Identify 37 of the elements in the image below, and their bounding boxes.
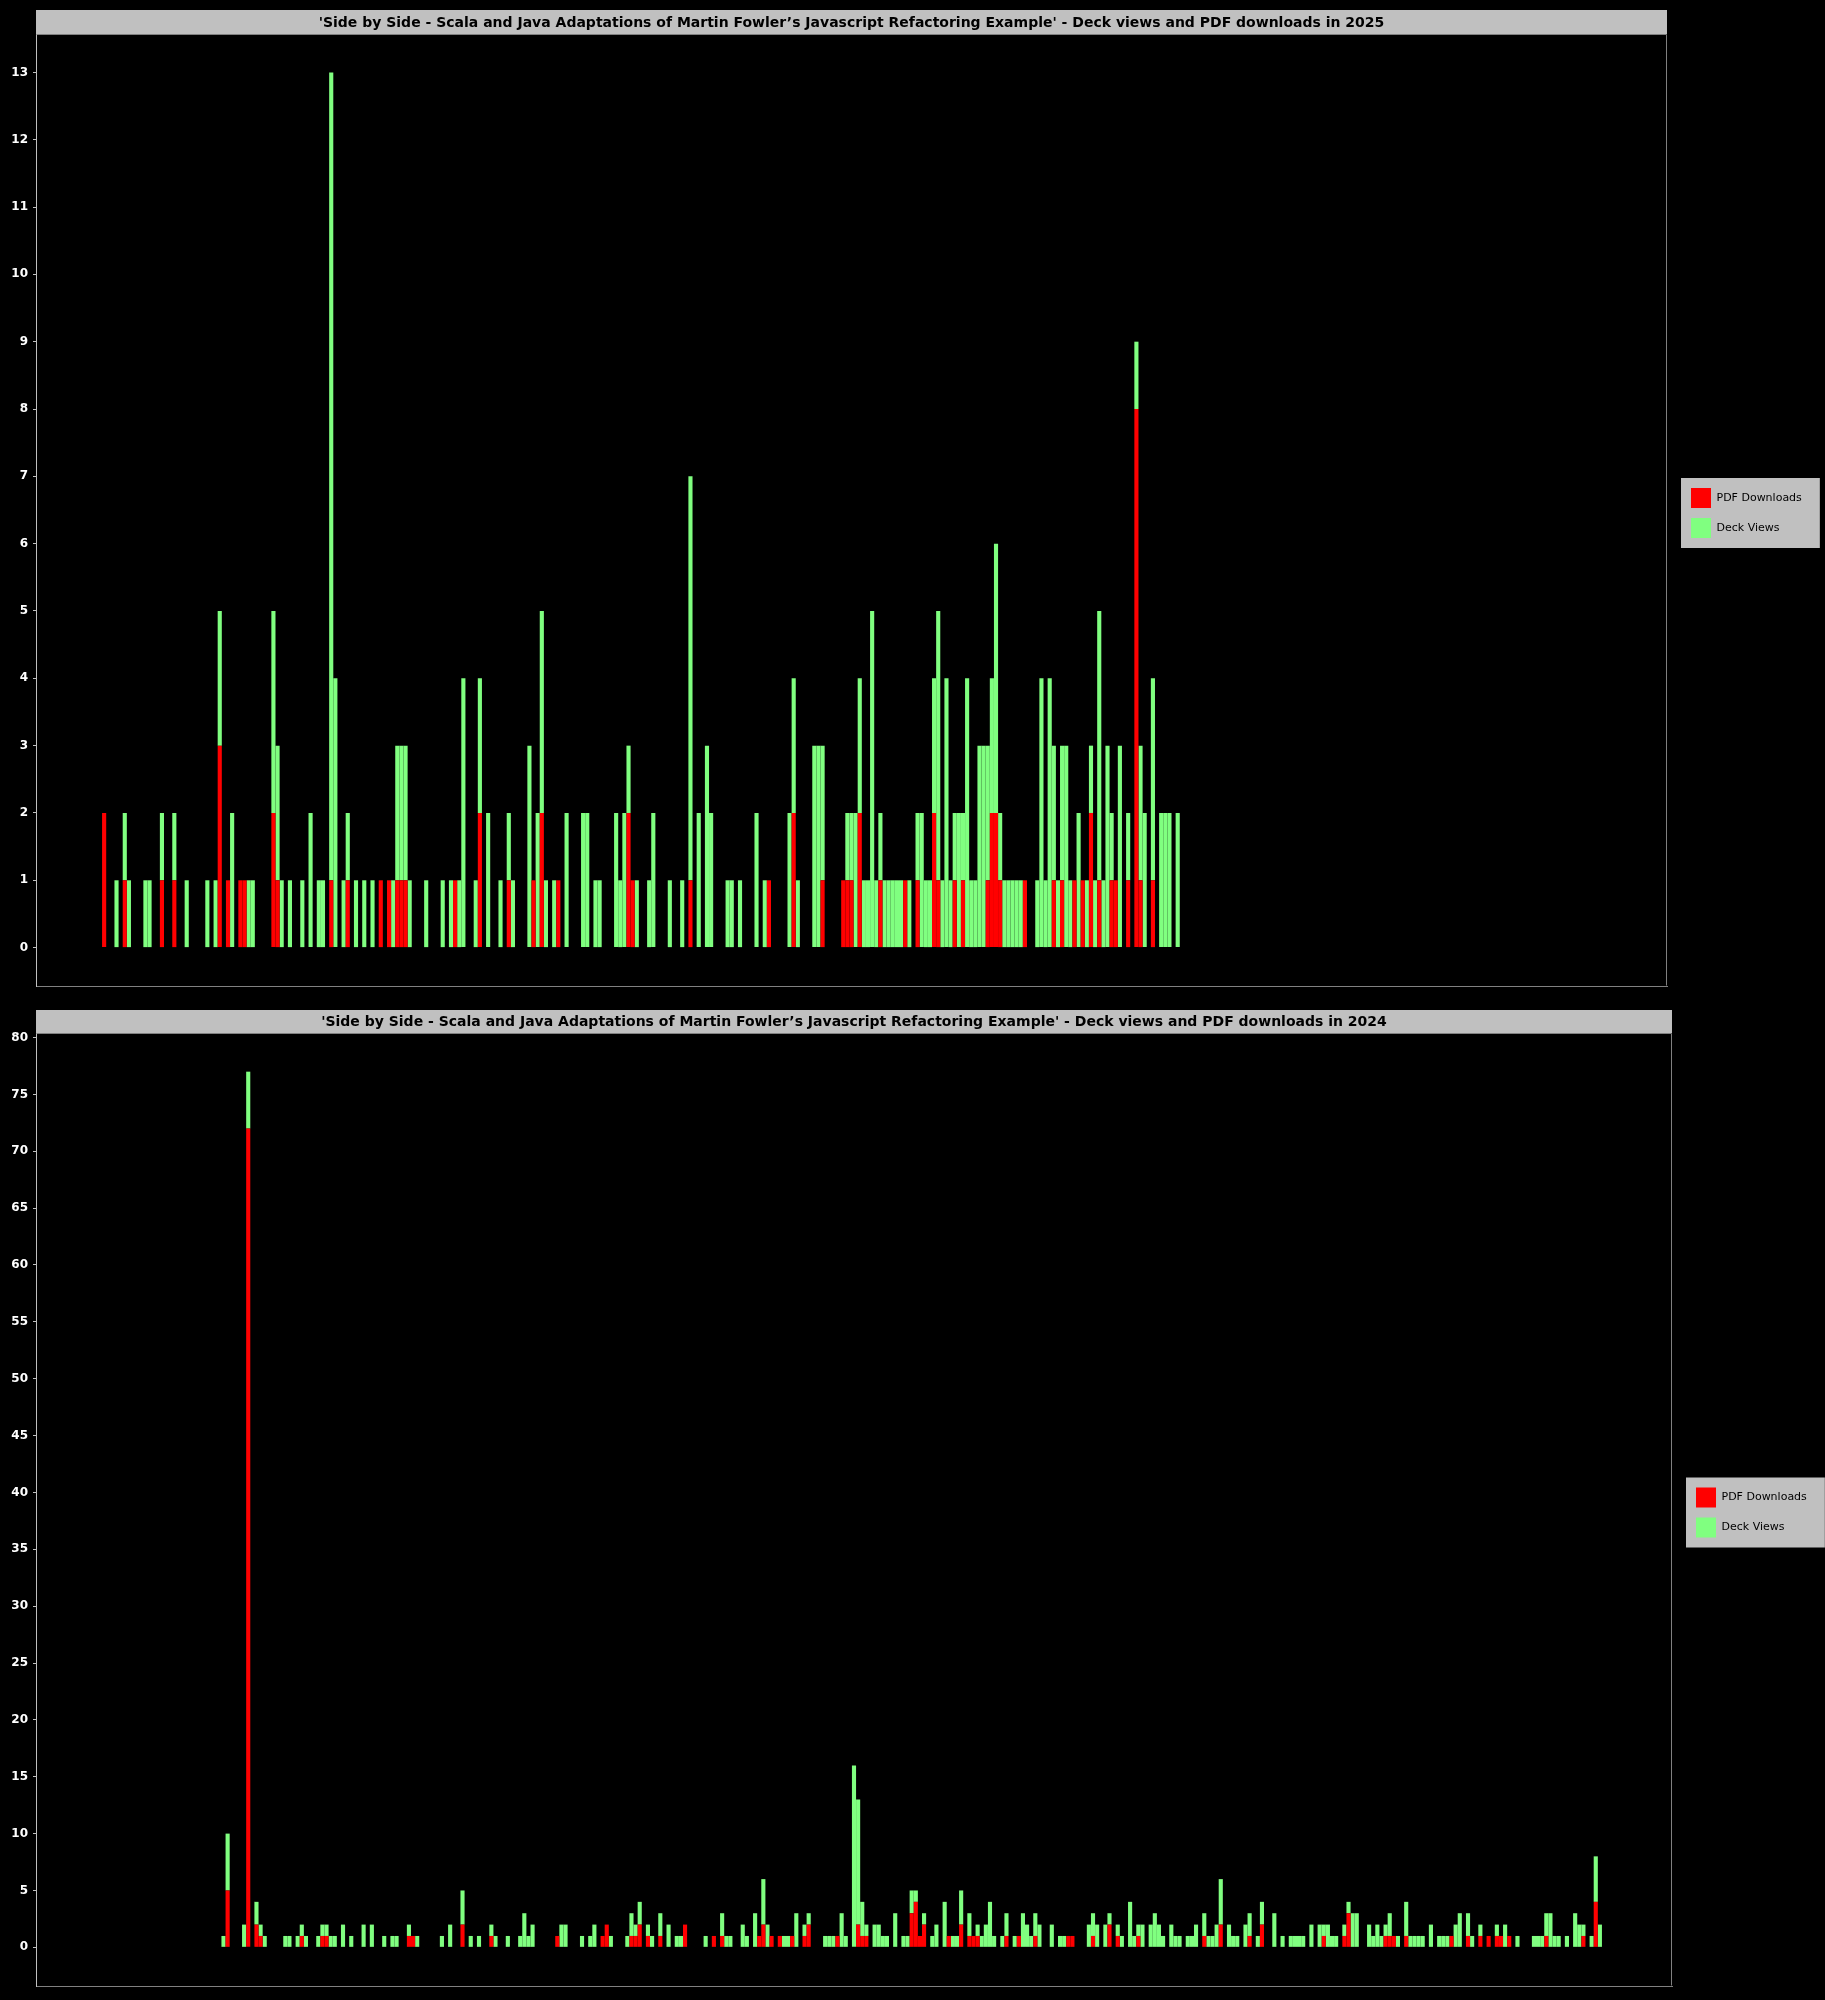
y-tick-label: 30 xyxy=(11,1598,28,1613)
y-tick-label: 13 xyxy=(11,64,28,79)
y-tick-label: 3 xyxy=(19,737,28,752)
y-tick-label: 15 xyxy=(11,1768,28,1783)
y-tick-label: 35 xyxy=(11,1541,28,1556)
y-tick-label: 2 xyxy=(19,805,28,820)
y-tick-label: 1 xyxy=(19,872,28,887)
y-tick-label: 4 xyxy=(19,670,28,685)
y-tick-label: 7 xyxy=(19,468,28,483)
y-tick-label: 55 xyxy=(11,1313,28,1328)
chart-title: 'Side by Side - Scala and Java Adaptations of Martin Fowler’s Javascript Refactoring Example' - Deck views and PDF downloads in 2025 xyxy=(36,10,1667,34)
y-tick-label: 60 xyxy=(11,1257,28,1272)
y-tick-label: 12 xyxy=(11,131,28,146)
y-tick-label: 45 xyxy=(11,1427,28,1442)
y-tick-label: 0 xyxy=(19,1939,28,1954)
y-tick-label: 25 xyxy=(11,1655,28,1670)
y-tick-label: 6 xyxy=(19,535,28,550)
y-tick-label: 8 xyxy=(19,401,28,416)
chart-title: 'Side by Side - Scala and Java Adaptations of Martin Fowler’s Javascript Refactoring Example' - Deck views and PDF downloads in 2024 xyxy=(36,1010,1672,1033)
y-tick-label: 10 xyxy=(11,1825,28,1840)
y-tick-label: 75 xyxy=(11,1086,28,1101)
y-tick-label: 11 xyxy=(11,199,28,214)
y-tick-label: 65 xyxy=(11,1200,28,1215)
y-tick-label: 20 xyxy=(11,1712,28,1727)
y-tick-label: 80 xyxy=(11,1029,28,1044)
legend-label: PDF Downloads xyxy=(1721,1490,1808,1504)
y-tick-label: 9 xyxy=(19,333,28,348)
legend-label: PDF Downloads xyxy=(1716,490,1803,504)
y-tick-label: 70 xyxy=(11,1143,28,1158)
y-tick-label: 40 xyxy=(11,1484,28,1499)
legend-label: Deck Views xyxy=(1721,1520,1785,1534)
y-tick-label: 50 xyxy=(11,1370,28,1385)
legend-label: Deck Views xyxy=(1716,520,1780,534)
y-tick-label: 10 xyxy=(11,266,28,281)
y-tick-label: 5 xyxy=(19,603,28,618)
y-tick-label: 0 xyxy=(19,939,28,954)
y-tick-label: 5 xyxy=(19,1882,28,1897)
